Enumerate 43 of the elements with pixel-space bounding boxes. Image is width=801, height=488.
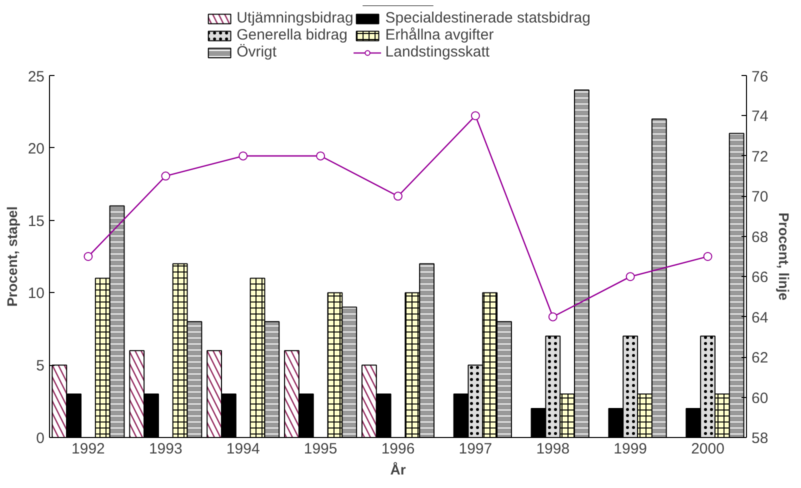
y2-tick-label: 62 [752, 350, 768, 367]
x-tick-label: 1994 [226, 440, 260, 458]
point [548, 312, 558, 322]
x-axis-title: År [390, 462, 406, 478]
x-tick-label: 1997 [458, 440, 492, 458]
legend-label: Generella bidrag [236, 26, 348, 44]
y-tick-label: 10 [28, 285, 45, 302]
legend-label: Erhållna avgifter [385, 26, 494, 44]
x-tick-label: 1995 [304, 440, 338, 458]
y-tick-label: 0 [36, 430, 44, 447]
y-tick-label: 20 [28, 140, 45, 158]
x-tick-label: 1996 [381, 440, 415, 458]
point [84, 252, 93, 261]
point [470, 111, 480, 120]
point [316, 151, 326, 160]
point [161, 172, 170, 181]
y-tick-label: 5 [36, 358, 44, 375]
point [394, 192, 402, 201]
y2-tick-label: 70 [752, 188, 768, 206]
y-axis-title: Procent, stapel [4, 206, 20, 307]
x-tick-label: 1992 [72, 440, 105, 458]
y2-tick-label: 58 [752, 430, 768, 447]
legend-label: Landstingsskatt [385, 44, 490, 60]
point [626, 272, 635, 282]
x-tick-label: 1999 [614, 440, 648, 458]
y2-tick-label: 66 [752, 269, 768, 286]
y2-tick-label: 68 [752, 228, 768, 246]
y2-tick-label: 72 [752, 148, 768, 166]
legend-label: Specialdestinerade statsbidrag [385, 10, 590, 26]
y2-axis-title: Procent, linje [776, 212, 792, 301]
y2-tick-label: 64 [752, 309, 768, 326]
x-tick-label: 2000 [691, 440, 724, 458]
y-tick-label: 25 [28, 68, 45, 86]
y-tick-label: 15 [28, 212, 45, 230]
y2-tick-label: 74 [752, 108, 768, 126]
point [703, 252, 712, 261]
y2-tick-label: 76 [752, 68, 768, 86]
x-tick-label: 1998 [536, 440, 570, 458]
legend-label: Utjämningsbidrag [236, 10, 354, 26]
point [238, 151, 248, 160]
y2-tick-label: 60 [752, 390, 768, 407]
legend-label: Övrigt [236, 44, 277, 60]
x-tick-label: 1993 [148, 440, 182, 458]
